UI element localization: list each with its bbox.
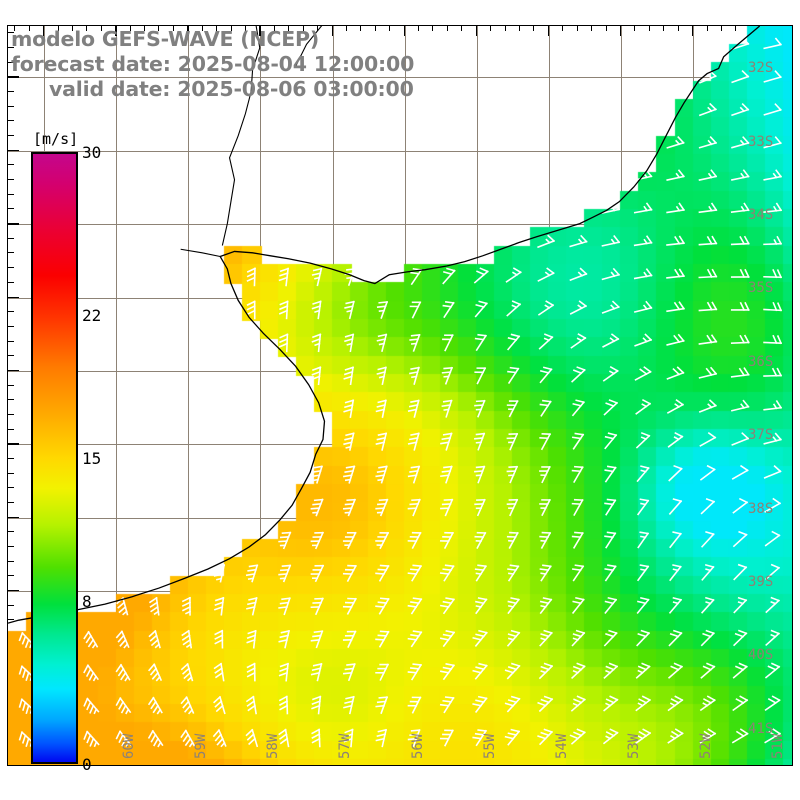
latitude-label: 39S: [748, 573, 774, 590]
colorbar-tick-label: 8: [82, 591, 92, 611]
map-frame: 61W60W59W58W57W56W55W54W53W52W51W32S33S3…: [7, 25, 793, 766]
longitude-label: 53W: [625, 733, 642, 759]
map-plot-area: 61W60W59W58W57W56W55W54W53W52W51W32S33S3…: [8, 26, 792, 765]
longitude-label: 51W: [770, 733, 787, 759]
colorbar-unit-label: [m/s]: [33, 130, 79, 148]
latitude-label: 34S: [748, 207, 774, 224]
longitude-label: 58W: [265, 733, 282, 759]
colorbar-gradient: [31, 152, 78, 764]
latitude-label: 38S: [748, 500, 774, 517]
longitude-label: 56W: [409, 733, 426, 759]
colorbar-tick-label: 15: [82, 449, 102, 468]
colorbar: [31, 152, 78, 764]
latitude-label: 37S: [748, 427, 774, 444]
latitude-label: 35S: [748, 280, 774, 297]
longitude-label: 57W: [337, 733, 354, 759]
colorbar-tick-label: 22: [82, 306, 102, 326]
longitude-label: 60W: [121, 733, 138, 759]
latitude-label: 41S: [748, 720, 774, 737]
colorbar-tick-label: 0: [82, 755, 92, 774]
latitude-label: 32S: [748, 60, 774, 77]
latitude-label: 36S: [748, 353, 774, 370]
longitude-label: 55W: [481, 733, 498, 759]
longitude-label: 52W: [698, 733, 715, 759]
latitude-label: 40S: [748, 647, 774, 664]
colorbar-tick-label: 30: [82, 143, 102, 162]
longitude-label: 59W: [193, 733, 210, 759]
longitude-label: 54W: [553, 733, 570, 759]
latitude-label: 33S: [748, 133, 774, 150]
windspeed-color-field: [8, 26, 792, 765]
